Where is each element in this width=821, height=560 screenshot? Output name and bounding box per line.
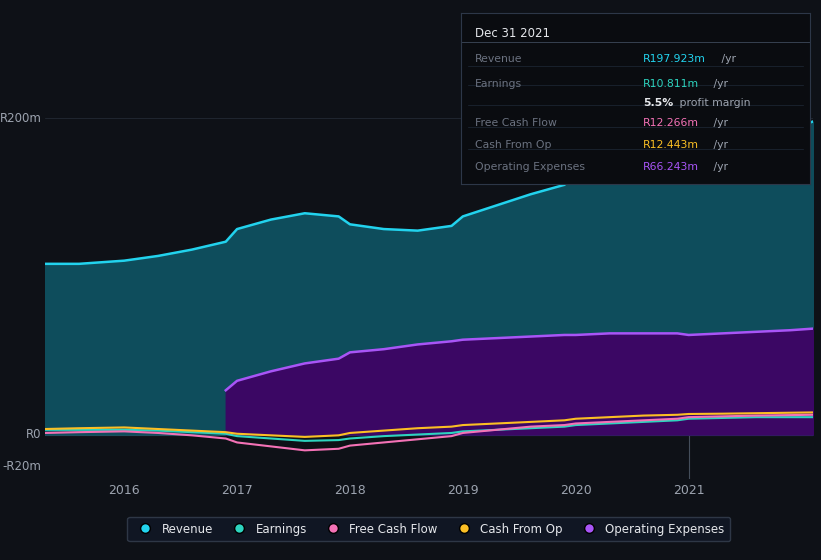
- Text: R10.811m: R10.811m: [643, 79, 699, 89]
- Text: R12.266m: R12.266m: [643, 118, 699, 128]
- Text: Revenue: Revenue: [475, 54, 523, 64]
- Text: R12.443m: R12.443m: [643, 140, 699, 150]
- Text: /yr: /yr: [710, 79, 728, 89]
- Text: R197.923m: R197.923m: [643, 54, 706, 64]
- Legend: Revenue, Earnings, Free Cash Flow, Cash From Op, Operating Expenses: Revenue, Earnings, Free Cash Flow, Cash …: [127, 517, 731, 542]
- Text: -R20m: -R20m: [2, 460, 41, 473]
- Text: Earnings: Earnings: [475, 79, 522, 89]
- Text: R0: R0: [25, 428, 41, 441]
- Text: 5.5%: 5.5%: [643, 97, 673, 108]
- Text: Operating Expenses: Operating Expenses: [475, 162, 585, 171]
- Text: /yr: /yr: [718, 54, 736, 64]
- Text: R200m: R200m: [0, 112, 41, 125]
- Text: Dec 31 2021: Dec 31 2021: [475, 26, 550, 40]
- Text: profit margin: profit margin: [677, 97, 751, 108]
- Text: /yr: /yr: [710, 118, 728, 128]
- Text: /yr: /yr: [710, 140, 728, 150]
- Text: /yr: /yr: [710, 162, 728, 171]
- Text: Cash From Op: Cash From Op: [475, 140, 552, 150]
- Text: R66.243m: R66.243m: [643, 162, 699, 171]
- Text: Free Cash Flow: Free Cash Flow: [475, 118, 557, 128]
